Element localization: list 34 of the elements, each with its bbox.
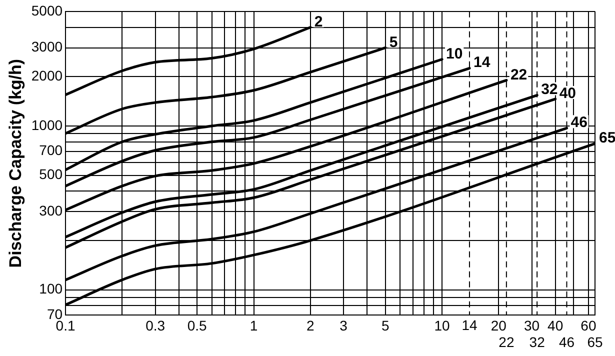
y-tick-label: 1000 bbox=[31, 116, 63, 133]
annotation: 46 bbox=[570, 114, 588, 132]
x-tick-label: 0.3 bbox=[146, 317, 166, 334]
y-tick-label: 2000 bbox=[31, 67, 63, 84]
annotation: 32 bbox=[541, 81, 558, 98]
x-tick-label: 30 bbox=[524, 317, 540, 334]
x-tick-label: 3 bbox=[340, 317, 348, 334]
y-axis-title: Discharge Capacity (kg/h) bbox=[6, 58, 25, 268]
x-tick-label: 20 bbox=[490, 317, 507, 334]
annotation: 65 bbox=[599, 130, 615, 147]
annotation: 5 bbox=[389, 34, 398, 51]
x-tick-label: 1 bbox=[250, 317, 258, 334]
y-tick-label: 300 bbox=[39, 202, 63, 218]
annotation: 2 bbox=[314, 13, 323, 30]
x-tick-label: 40 bbox=[548, 317, 564, 334]
ref-line-label: 22 bbox=[498, 334, 514, 350]
x-tick-label: 0.5 bbox=[187, 317, 208, 334]
x-tick-label: 10 bbox=[434, 317, 450, 334]
annotation: 14 bbox=[473, 54, 491, 72]
ref-line-label: 46 bbox=[558, 334, 575, 350]
ref-line-label: 14 bbox=[462, 317, 478, 334]
ref-line-label: 32 bbox=[529, 334, 546, 350]
y-tick-label: 100 bbox=[39, 280, 63, 297]
y-tick-label: 3000 bbox=[31, 38, 63, 55]
x-tick-label: 60 bbox=[580, 317, 596, 334]
y-tick-label: 500 bbox=[39, 166, 63, 182]
annotation: 22 bbox=[510, 66, 528, 84]
annotation: 10 bbox=[446, 45, 463, 62]
annotation: 40 bbox=[559, 85, 576, 102]
y-tick-label: 700 bbox=[39, 142, 63, 158]
text: 65 bbox=[587, 334, 603, 350]
x-tick-label: 2 bbox=[306, 317, 315, 334]
x-tick-label: 5 bbox=[381, 317, 390, 334]
y-tick-label: 5000 bbox=[31, 2, 63, 18]
